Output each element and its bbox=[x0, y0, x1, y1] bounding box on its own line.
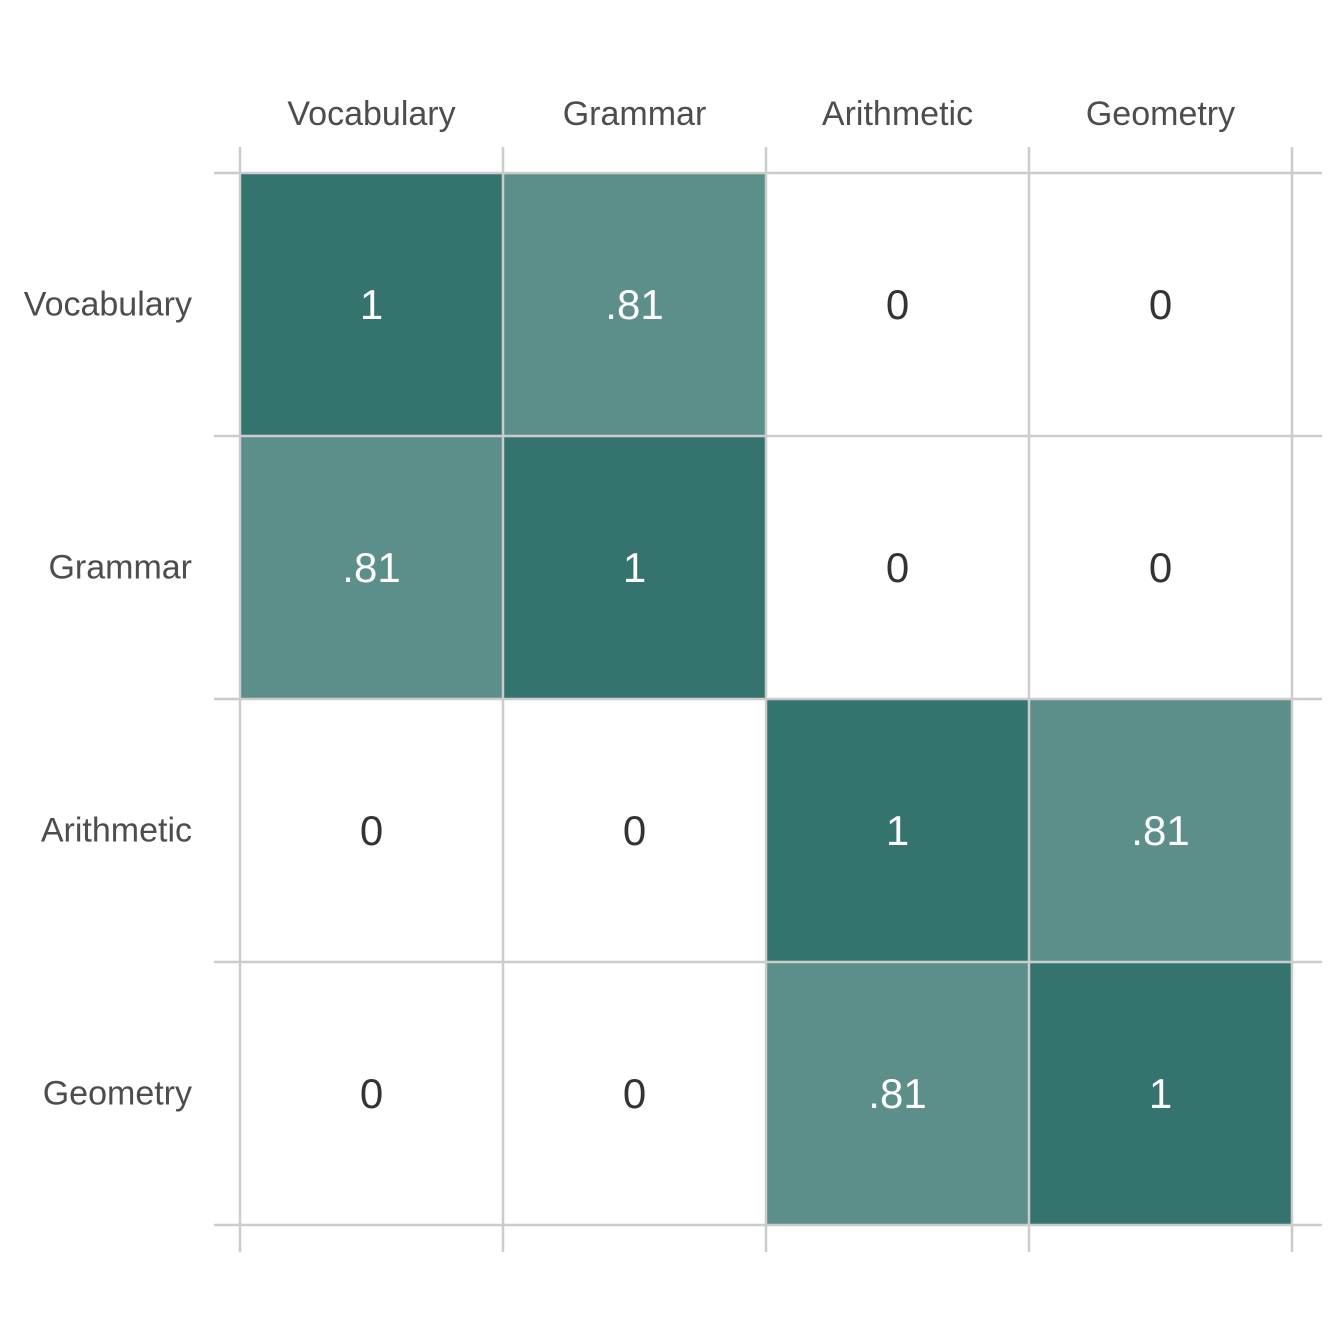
heatmap-cell-vocabulary-vocabulary bbox=[240, 173, 503, 436]
row-label-arithmetic: Arithmetic bbox=[41, 812, 192, 850]
cell-value-label: 0 bbox=[1149, 544, 1172, 591]
heatmap-cell-geometry-vocabulary bbox=[240, 962, 503, 1225]
cell-value-label: 1 bbox=[360, 281, 383, 328]
column-label-grammar: Grammar bbox=[563, 95, 707, 133]
heatmap-cell-grammar-geometry bbox=[1029, 436, 1292, 699]
cell-value-label: 0 bbox=[360, 807, 383, 854]
column-label-arithmetic: Arithmetic bbox=[822, 95, 973, 133]
cell-value-label: 1 bbox=[623, 544, 646, 591]
column-labels: Vocabulary Grammar Arithmetic Geometry bbox=[287, 95, 1235, 133]
cell-value-label: 1 bbox=[886, 807, 909, 854]
heatmap-cell-arithmetic-arithmetic bbox=[766, 699, 1029, 962]
cell-value-label: .81 bbox=[605, 281, 663, 328]
cell-labels-layer: 1 .81 0 0 .81 1 0 0 0 0 1 .81 0 0 .81 1 bbox=[342, 281, 1189, 1117]
heatmap-cell-grammar-arithmetic bbox=[766, 436, 1029, 699]
column-label-geometry: Geometry bbox=[1086, 95, 1235, 133]
cell-value-label: 0 bbox=[886, 544, 909, 591]
heatmap-cell-geometry-geometry bbox=[1029, 962, 1292, 1225]
grid-layer bbox=[214, 147, 1322, 1252]
heatmap-cell-grammar-grammar bbox=[503, 436, 766, 699]
row-label-geometry: Geometry bbox=[43, 1075, 192, 1113]
heatmap-cell-vocabulary-grammar bbox=[503, 173, 766, 436]
heatmap-cell-arithmetic-geometry bbox=[1029, 699, 1292, 962]
cell-value-label: 0 bbox=[360, 1070, 383, 1117]
heatmap-cell-arithmetic-vocabulary bbox=[240, 699, 503, 962]
heatmap-cell-geometry-grammar bbox=[503, 962, 766, 1225]
cells-layer bbox=[240, 173, 1292, 1225]
heatmap-cell-vocabulary-arithmetic bbox=[766, 173, 1029, 436]
heatmap-cell-geometry-arithmetic bbox=[766, 962, 1029, 1225]
row-labels: Vocabulary Grammar Arithmetic Geometry bbox=[24, 286, 192, 1113]
row-label-vocabulary: Vocabulary bbox=[24, 286, 192, 324]
cell-value-label: .81 bbox=[1131, 807, 1189, 854]
cell-value-label: 0 bbox=[886, 281, 909, 328]
row-label-grammar: Grammar bbox=[48, 549, 192, 587]
cell-value-label: 0 bbox=[623, 1070, 646, 1117]
cell-value-label: 0 bbox=[1149, 281, 1172, 328]
cell-value-label: .81 bbox=[342, 544, 400, 591]
heatmap-cell-vocabulary-geometry bbox=[1029, 173, 1292, 436]
heatmap-cell-arithmetic-grammar bbox=[503, 699, 766, 962]
column-label-vocabulary: Vocabulary bbox=[287, 95, 455, 133]
cell-value-label: 1 bbox=[1149, 1070, 1172, 1117]
cell-value-label: 0 bbox=[623, 807, 646, 854]
heatmap-cell-grammar-vocabulary bbox=[240, 436, 503, 699]
cell-value-label: .81 bbox=[868, 1070, 926, 1117]
